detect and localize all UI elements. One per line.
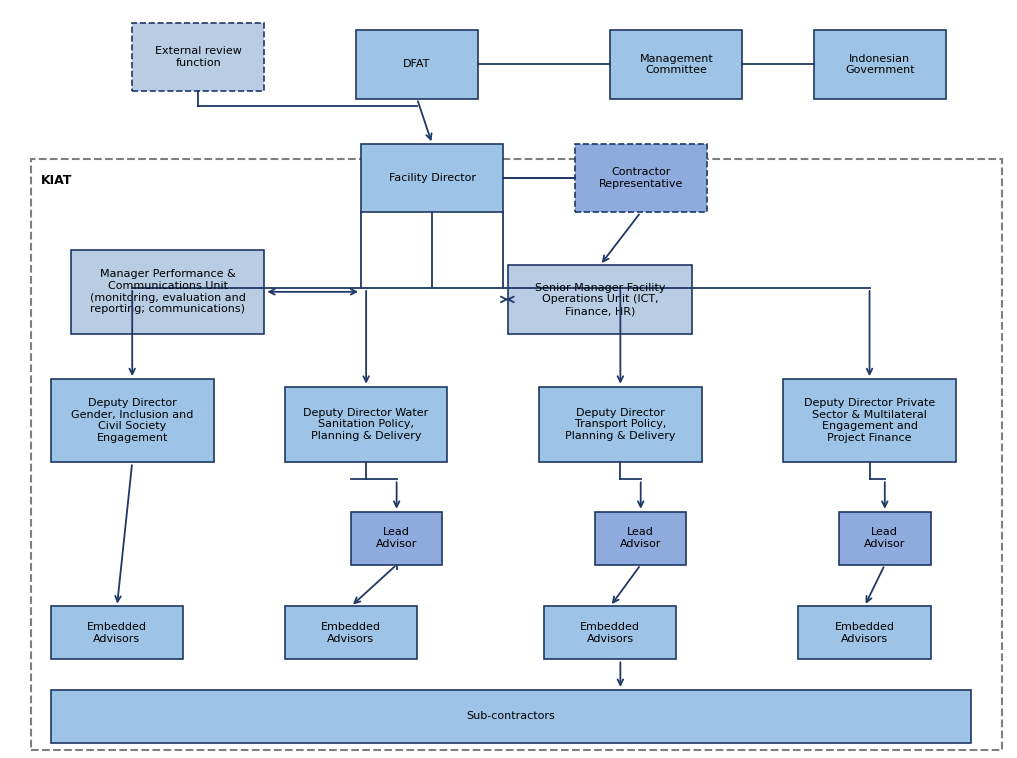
Text: Embedded
Advisors: Embedded Advisors [581, 622, 640, 644]
FancyBboxPatch shape [595, 512, 686, 565]
Text: Deputy Director Private
Sector & Multilateral
Engagement and
Project Finance: Deputy Director Private Sector & Multila… [803, 398, 936, 443]
FancyBboxPatch shape [575, 144, 707, 212]
Text: KIAT: KIAT [41, 174, 72, 187]
FancyBboxPatch shape [285, 387, 447, 462]
FancyBboxPatch shape [51, 606, 183, 659]
FancyBboxPatch shape [814, 30, 946, 99]
Text: Lead
Advisor: Lead Advisor [864, 528, 905, 549]
FancyBboxPatch shape [508, 265, 692, 334]
FancyBboxPatch shape [361, 144, 503, 212]
Text: Deputy Director
Gender, Inclusion and
Civil Society
Engagement: Deputy Director Gender, Inclusion and Ci… [71, 398, 193, 443]
FancyBboxPatch shape [610, 30, 742, 99]
FancyBboxPatch shape [51, 690, 971, 743]
FancyBboxPatch shape [351, 512, 442, 565]
FancyBboxPatch shape [356, 30, 478, 99]
Text: Facility Director: Facility Director [388, 173, 476, 183]
Text: Contractor
Representative: Contractor Representative [599, 168, 682, 189]
FancyBboxPatch shape [51, 379, 214, 462]
Text: Embedded
Advisors: Embedded Advisors [87, 622, 146, 644]
Text: Indonesian
Government: Indonesian Government [845, 54, 914, 75]
Text: Lead
Advisor: Lead Advisor [376, 528, 417, 549]
Text: Embedded
Advisors: Embedded Advisors [321, 622, 380, 644]
FancyBboxPatch shape [71, 250, 264, 334]
FancyBboxPatch shape [539, 387, 702, 462]
FancyBboxPatch shape [798, 606, 931, 659]
Text: Manager Performance &
Communications Unit
(monitoring, evaluation and
reporting;: Manager Performance & Communications Uni… [89, 269, 246, 315]
FancyBboxPatch shape [132, 23, 264, 91]
Text: Management
Committee: Management Committee [640, 54, 713, 75]
Text: Sub-contractors: Sub-contractors [467, 711, 555, 722]
Text: Lead
Advisor: Lead Advisor [620, 528, 661, 549]
Text: Embedded
Advisors: Embedded Advisors [835, 622, 894, 644]
FancyBboxPatch shape [783, 379, 956, 462]
Text: Senior Manager Facility
Operations Unit (ICT,
Finance, HR): Senior Manager Facility Operations Unit … [535, 283, 665, 316]
Text: External review
function: External review function [155, 46, 242, 67]
Text: DFAT: DFAT [404, 59, 430, 70]
FancyBboxPatch shape [285, 606, 417, 659]
Text: Deputy Director Water
Sanitation Policy,
Planning & Delivery: Deputy Director Water Sanitation Policy,… [303, 408, 429, 441]
FancyBboxPatch shape [839, 512, 931, 565]
FancyBboxPatch shape [544, 606, 676, 659]
Text: Deputy Director
Transport Policy,
Planning & Delivery: Deputy Director Transport Policy, Planni… [565, 408, 675, 441]
